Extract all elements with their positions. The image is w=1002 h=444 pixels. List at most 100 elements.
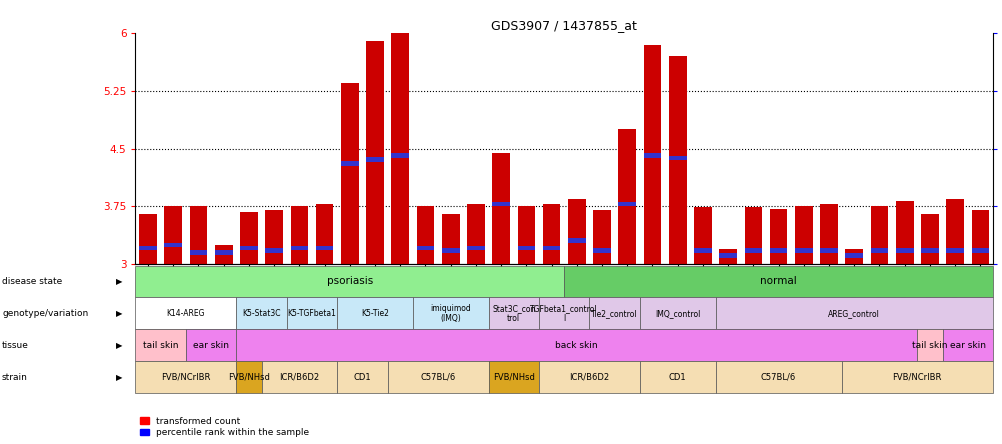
Bar	[542, 246, 560, 250]
Text: K5-Tie2: K5-Tie2	[361, 309, 389, 318]
Bar	[517, 246, 535, 250]
Bar	[618, 202, 635, 206]
Bar	[391, 33, 409, 264]
Text: K5-TGFbeta1: K5-TGFbeta1	[288, 309, 336, 318]
Bar	[769, 209, 787, 264]
Text: CD1: CD1	[668, 373, 685, 382]
Bar	[945, 248, 963, 253]
Bar	[214, 245, 232, 264]
Bar	[718, 254, 736, 258]
Legend: transformed count, percentile rank within the sample: transformed count, percentile rank withi…	[140, 416, 309, 437]
Text: TGFbeta1_control
l: TGFbeta1_control l	[530, 304, 597, 323]
Bar	[718, 249, 736, 264]
Bar	[189, 206, 207, 264]
Text: CD1: CD1	[354, 373, 371, 382]
Text: tail skin: tail skin	[911, 341, 947, 350]
Text: tail skin: tail skin	[142, 341, 178, 350]
Bar	[239, 246, 258, 250]
Bar	[366, 157, 384, 162]
Text: psoriasis: psoriasis	[327, 277, 373, 286]
Bar	[239, 212, 258, 264]
Bar	[643, 45, 660, 264]
Bar	[870, 206, 888, 264]
Bar	[693, 207, 711, 264]
Text: strain: strain	[2, 373, 28, 382]
Text: K5-Stat3C: K5-Stat3C	[242, 309, 281, 318]
Bar	[492, 153, 509, 264]
Text: genotype/variation: genotype/variation	[2, 309, 88, 318]
Text: K14-AREG: K14-AREG	[166, 309, 204, 318]
Bar	[945, 199, 963, 264]
Bar	[693, 248, 711, 253]
Bar	[366, 41, 384, 264]
Bar	[291, 206, 308, 264]
Bar	[467, 204, 484, 264]
Bar	[769, 248, 787, 253]
Bar	[164, 206, 182, 264]
Text: Stat3C_con
trol: Stat3C_con trol	[492, 304, 535, 323]
Bar	[845, 254, 862, 258]
Text: ICR/B6D2: ICR/B6D2	[569, 373, 609, 382]
Bar	[592, 248, 610, 253]
Bar	[920, 214, 938, 264]
Bar	[567, 199, 585, 264]
Bar	[164, 242, 182, 247]
Bar	[266, 210, 283, 264]
Bar	[442, 214, 459, 264]
Bar	[845, 249, 862, 264]
Bar	[895, 248, 913, 253]
Bar	[795, 206, 812, 264]
Text: ear skin: ear skin	[949, 341, 985, 350]
Text: ear skin: ear skin	[192, 341, 228, 350]
Text: ▶: ▶	[116, 341, 122, 350]
Bar	[870, 248, 888, 253]
Text: ICR/B6D2: ICR/B6D2	[279, 373, 319, 382]
Text: FVB/NHsd: FVB/NHsd	[492, 373, 534, 382]
Bar	[592, 210, 610, 264]
Bar	[668, 156, 685, 160]
Text: Tie2_control: Tie2_control	[591, 309, 637, 318]
Bar	[416, 246, 434, 250]
Bar	[266, 248, 283, 253]
Text: disease state: disease state	[2, 277, 62, 286]
Text: FVB/NHsd: FVB/NHsd	[227, 373, 270, 382]
Bar	[391, 153, 409, 158]
Bar	[743, 248, 762, 253]
Bar	[442, 248, 459, 253]
Text: AREG_control: AREG_control	[828, 309, 880, 318]
Text: normal: normal	[760, 277, 797, 286]
Text: ▶: ▶	[116, 277, 122, 286]
Text: FVB/NCrIBR: FVB/NCrIBR	[161, 373, 210, 382]
Text: ▶: ▶	[116, 309, 122, 318]
Bar	[542, 204, 560, 264]
Bar	[492, 202, 509, 206]
Bar	[291, 246, 308, 250]
Bar	[467, 246, 484, 250]
Text: ▶: ▶	[116, 373, 122, 382]
Bar	[643, 153, 660, 158]
Title: GDS3907 / 1437855_at: GDS3907 / 1437855_at	[491, 19, 636, 32]
Bar	[341, 83, 359, 264]
Bar	[820, 248, 837, 253]
Bar	[920, 248, 938, 253]
Bar	[517, 206, 535, 264]
Bar	[189, 250, 207, 255]
Bar	[139, 214, 156, 264]
Bar	[316, 246, 333, 250]
Text: C57BL/6: C57BL/6	[420, 373, 455, 382]
Bar	[416, 206, 434, 264]
Bar	[971, 248, 988, 253]
Bar	[341, 161, 359, 166]
Text: C57BL/6: C57BL/6	[761, 373, 796, 382]
Bar	[139, 246, 156, 250]
Bar	[795, 248, 812, 253]
Text: tissue: tissue	[2, 341, 29, 350]
Bar	[743, 207, 762, 264]
Bar	[971, 210, 988, 264]
Text: back skin: back skin	[555, 341, 597, 350]
Bar	[668, 56, 685, 264]
Bar	[820, 204, 837, 264]
Text: imiquimod
(IMQ): imiquimod (IMQ)	[430, 304, 471, 323]
Bar	[567, 238, 585, 242]
Text: FVB/NCrIBR: FVB/NCrIBR	[892, 373, 941, 382]
